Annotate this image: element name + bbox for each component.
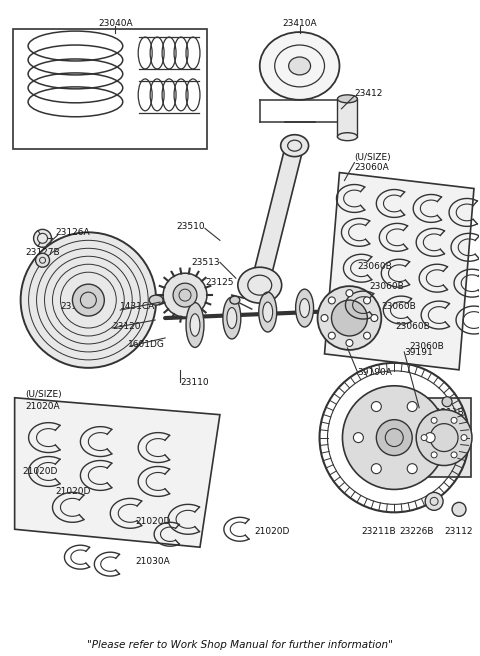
Text: 23311B: 23311B <box>429 408 464 417</box>
Text: 21030A: 21030A <box>135 557 170 566</box>
Circle shape <box>431 452 437 458</box>
Ellipse shape <box>238 267 282 303</box>
Text: 23125: 23125 <box>205 278 233 287</box>
Circle shape <box>318 286 381 350</box>
Circle shape <box>328 297 336 304</box>
Circle shape <box>372 464 381 474</box>
Ellipse shape <box>230 296 240 304</box>
Ellipse shape <box>300 298 310 318</box>
Polygon shape <box>324 173 474 370</box>
Circle shape <box>431 417 437 423</box>
Text: "Please refer to Work Shop Manual for further information": "Please refer to Work Shop Manual for fu… <box>87 640 393 650</box>
Circle shape <box>36 253 49 267</box>
Text: 21020D: 21020D <box>255 527 290 536</box>
Text: 23112: 23112 <box>444 527 473 536</box>
Ellipse shape <box>190 314 200 337</box>
Circle shape <box>407 401 417 411</box>
Text: 1601DG: 1601DG <box>128 340 165 349</box>
Polygon shape <box>419 398 471 478</box>
Circle shape <box>342 386 446 489</box>
Text: 23060B: 23060B <box>358 262 392 271</box>
Text: 21020D: 21020D <box>135 518 170 526</box>
Circle shape <box>34 230 51 247</box>
Circle shape <box>425 493 443 510</box>
Text: 23126A: 23126A <box>56 228 90 237</box>
Text: 39190A: 39190A <box>358 368 392 377</box>
Text: 23127B: 23127B <box>25 248 60 257</box>
Text: 23060A: 23060A <box>354 163 389 172</box>
Text: 23110: 23110 <box>180 378 209 387</box>
Ellipse shape <box>263 302 273 322</box>
Ellipse shape <box>227 308 237 329</box>
Text: 39191: 39191 <box>404 348 433 357</box>
Text: 23060B: 23060B <box>409 342 444 351</box>
Text: 23060B: 23060B <box>369 282 404 291</box>
Ellipse shape <box>288 57 311 75</box>
Text: (U/SIZE): (U/SIZE) <box>25 390 62 399</box>
Text: 23412: 23412 <box>354 89 383 98</box>
Bar <box>337 99 358 136</box>
Circle shape <box>442 397 452 407</box>
Ellipse shape <box>296 289 313 327</box>
Circle shape <box>353 432 363 443</box>
Circle shape <box>21 232 156 368</box>
Circle shape <box>372 401 381 411</box>
Circle shape <box>451 452 457 458</box>
Text: 23060B: 23060B <box>381 302 416 311</box>
Polygon shape <box>251 144 303 287</box>
Text: 23211B: 23211B <box>361 527 396 536</box>
Ellipse shape <box>259 292 276 332</box>
Circle shape <box>371 314 378 321</box>
Text: 23060B: 23060B <box>395 322 430 331</box>
Text: 23124B: 23124B <box>60 302 95 311</box>
Text: 1431CA: 1431CA <box>120 302 156 311</box>
Circle shape <box>452 502 466 516</box>
Circle shape <box>173 283 197 307</box>
Text: 23040A: 23040A <box>98 19 132 28</box>
Bar <box>12 29 207 149</box>
Ellipse shape <box>149 295 163 305</box>
Circle shape <box>72 284 104 316</box>
Circle shape <box>451 417 457 423</box>
Circle shape <box>421 435 427 441</box>
Circle shape <box>425 432 435 443</box>
Ellipse shape <box>223 297 241 339</box>
Text: 23513: 23513 <box>191 258 220 267</box>
Text: 23120: 23120 <box>112 322 141 331</box>
Circle shape <box>346 290 353 297</box>
Circle shape <box>363 332 371 339</box>
Text: 23410A: 23410A <box>282 19 317 28</box>
Circle shape <box>363 297 371 304</box>
Ellipse shape <box>337 133 358 140</box>
Circle shape <box>328 332 336 339</box>
Circle shape <box>416 410 472 466</box>
Circle shape <box>346 339 353 346</box>
Ellipse shape <box>186 302 204 348</box>
Text: 21020A: 21020A <box>25 401 60 411</box>
Circle shape <box>332 300 367 336</box>
Ellipse shape <box>337 95 358 103</box>
Text: 23226B: 23226B <box>399 527 434 536</box>
Text: (U/SIZE): (U/SIZE) <box>354 153 391 161</box>
Ellipse shape <box>281 134 309 157</box>
Ellipse shape <box>260 32 339 100</box>
Circle shape <box>163 273 207 317</box>
Text: 23510: 23510 <box>176 222 205 232</box>
Circle shape <box>407 464 417 474</box>
Polygon shape <box>15 398 220 547</box>
Text: 21020D: 21020D <box>56 487 91 497</box>
Circle shape <box>376 420 412 455</box>
Text: 21020D: 21020D <box>23 468 58 476</box>
Circle shape <box>321 314 328 321</box>
Circle shape <box>461 435 467 441</box>
